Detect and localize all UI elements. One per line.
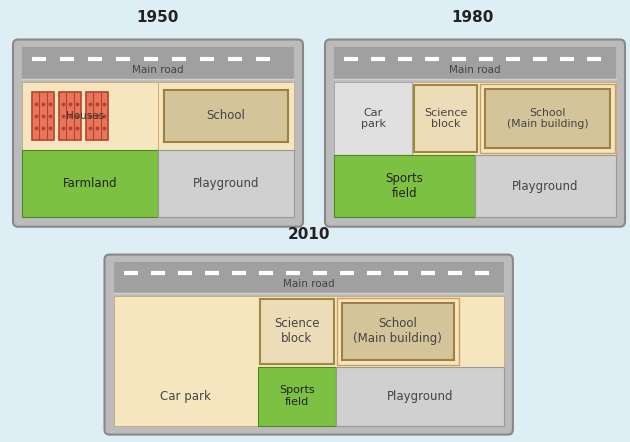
Bar [485,89,610,148]
Bar [336,366,504,426]
FancyBboxPatch shape [13,39,303,227]
Bar [258,366,336,426]
Bar [22,82,158,150]
Text: Playground: Playground [512,179,579,193]
Bar [86,91,108,140]
Bar [113,262,504,293]
Bar [334,82,412,155]
Text: Playground: Playground [387,389,453,403]
Text: Car
park: Car park [360,108,386,130]
Text: 2010: 2010 [287,227,330,242]
Bar [341,303,454,360]
Bar [475,155,616,217]
Bar [334,155,475,217]
Bar [334,47,616,80]
FancyBboxPatch shape [414,85,477,152]
Text: Sports
field: Sports field [279,385,314,407]
Text: School: School [207,110,246,122]
Bar [113,296,504,426]
Text: Playground: Playground [193,177,260,190]
Bar [32,91,54,140]
FancyBboxPatch shape [325,39,625,227]
Bar [164,90,288,141]
Text: Houses: Houses [66,111,104,121]
Text: Main road: Main road [283,279,335,289]
Text: Science
block: Science block [424,108,467,130]
Text: Car park: Car park [160,389,211,403]
Bar [334,82,616,155]
Text: Science
block: Science block [274,317,319,345]
Text: School
(Main building): School (Main building) [507,108,588,130]
FancyBboxPatch shape [260,299,334,364]
Bar [22,150,158,217]
Bar [59,91,81,140]
Text: Main road: Main road [132,65,184,75]
Bar [158,150,294,217]
Text: Main road: Main road [449,65,501,75]
Text: 1950: 1950 [136,11,179,25]
FancyBboxPatch shape [105,255,513,434]
Bar [158,82,294,150]
Bar [336,297,459,365]
Text: Sports
field: Sports field [386,172,423,200]
Text: Farmland: Farmland [63,177,117,190]
Text: School
(Main building): School (Main building) [353,317,442,345]
Bar [480,84,615,153]
Bar [22,47,294,80]
Text: 1980: 1980 [451,11,494,25]
